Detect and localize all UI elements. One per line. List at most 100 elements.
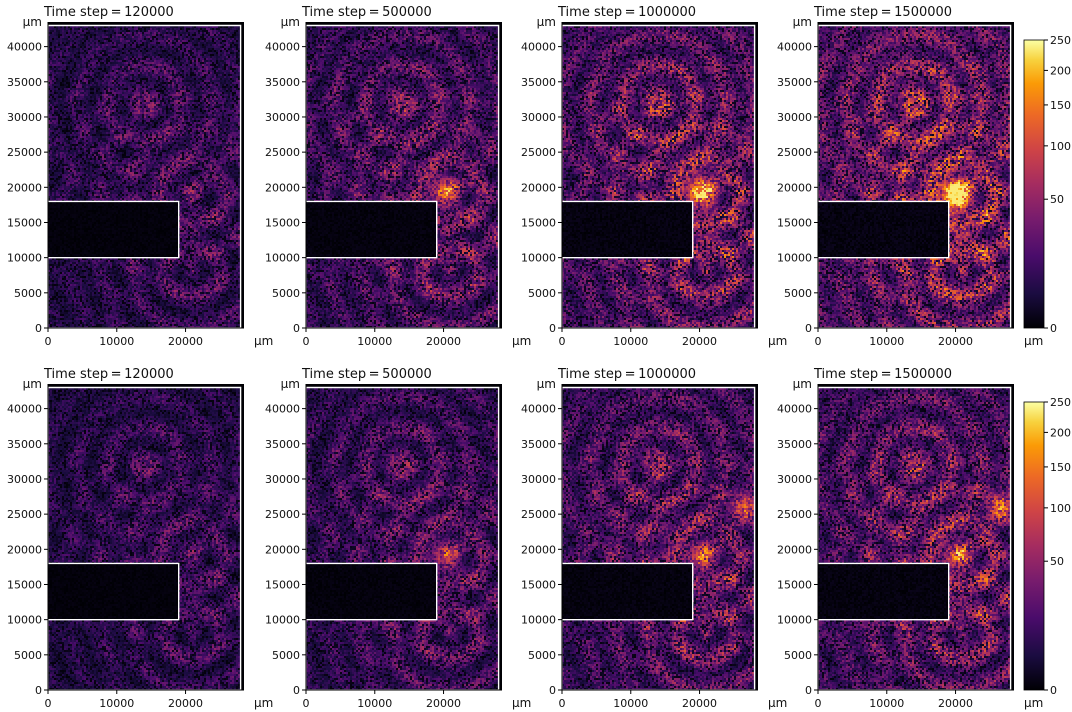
heatmap-image <box>48 22 244 328</box>
x-tick-label: 20000 <box>682 697 717 710</box>
heatmap-panel-r2c2: 0 5000 10000 15000 20000 25000 30000 35000 40000… <box>265 367 531 710</box>
y-tick-label: 0 <box>549 684 556 697</box>
panel-title: Time step = 1500000 <box>813 367 952 382</box>
heatmap-panel-r2c3: 0 5000 10000 15000 20000 25000 30000 35000 40000… <box>521 367 787 710</box>
y-axis-unit: μm <box>793 15 812 29</box>
heatmap-panel-r1c4: 0 5000 10000 15000 20000 25000 30000 35000 40000… <box>777 5 1043 348</box>
y-tick-label: 25000 <box>7 508 42 521</box>
y-tick-label: 40000 <box>777 403 812 416</box>
y-tick-label: 5000 <box>528 649 556 662</box>
x-axis-unit: μm <box>768 334 787 348</box>
panel-title: Time step = 1000000 <box>557 367 696 382</box>
y-tick-label: 25000 <box>265 508 300 521</box>
x-tick-label: 0 <box>45 335 52 348</box>
y-tick-label: 30000 <box>7 111 42 124</box>
y-tick-label: 20000 <box>777 543 812 556</box>
y-tick-label: 15000 <box>265 216 300 229</box>
x-tick-label: 10000 <box>613 335 648 348</box>
y-tick-label: 15000 <box>7 216 42 229</box>
x-tick-label: 0 <box>815 335 822 348</box>
panel-title: Time step = 500000 <box>301 367 432 382</box>
y-tick-label: 20000 <box>521 181 556 194</box>
x-tick-label: 0 <box>559 335 566 348</box>
x-axis-unit: μm <box>1024 696 1043 710</box>
heatmap-image <box>818 22 1014 328</box>
y-tick-label: 5000 <box>272 649 300 662</box>
panel-title: Time step = 1500000 <box>813 5 952 20</box>
heatmap-image <box>818 384 1014 690</box>
y-tick-label: 0 <box>293 322 300 335</box>
y-tick-label: 10000 <box>521 252 556 265</box>
heatmap-panel-r2c4: 0 5000 10000 15000 20000 25000 30000 35000 40000… <box>777 367 1043 710</box>
x-tick-label: 0 <box>559 697 566 710</box>
y-tick-label: 35000 <box>777 438 812 451</box>
y-tick-label: 35000 <box>265 76 300 89</box>
x-tick-label: 20000 <box>938 697 973 710</box>
x-tick-label: 20000 <box>938 335 973 348</box>
y-tick-label: 0 <box>805 322 812 335</box>
y-tick-label: 20000 <box>7 543 42 556</box>
y-tick-label: 40000 <box>7 41 42 54</box>
y-tick-label: 40000 <box>521 41 556 54</box>
x-tick-label: 20000 <box>168 697 203 710</box>
y-tick-label: 5000 <box>14 649 42 662</box>
y-tick-label: 0 <box>293 684 300 697</box>
y-tick-label: 10000 <box>7 614 42 627</box>
x-tick-label: 10000 <box>357 697 392 710</box>
y-tick-label: 10000 <box>777 614 812 627</box>
y-tick-label: 35000 <box>7 76 42 89</box>
heatmap-image <box>562 22 758 328</box>
colorbar-tick-label: 250 <box>1050 396 1071 409</box>
colorbar-tick-label: 250 <box>1050 34 1071 47</box>
y-tick-label: 0 <box>35 684 42 697</box>
y-tick-label: 20000 <box>521 543 556 556</box>
y-tick-label: 10000 <box>265 614 300 627</box>
colorbar-row1: 0 50 100 150 200 250 <box>1023 34 1071 335</box>
y-tick-label: 20000 <box>777 181 812 194</box>
y-tick-label: 20000 <box>265 543 300 556</box>
x-axis-unit: μm <box>254 696 273 710</box>
y-tick-label: 30000 <box>265 111 300 124</box>
y-tick-label: 10000 <box>7 252 42 265</box>
y-tick-label: 15000 <box>777 578 812 591</box>
x-tick-label: 0 <box>45 697 52 710</box>
y-tick-label: 15000 <box>521 216 556 229</box>
y-tick-label: 40000 <box>7 403 42 416</box>
y-tick-label: 10000 <box>265 252 300 265</box>
y-tick-label: 15000 <box>777 216 812 229</box>
y-axis-unit: μm <box>793 377 812 391</box>
y-axis-unit: μm <box>281 15 300 29</box>
y-tick-label: 25000 <box>521 146 556 159</box>
colorbar-row2: 0 50 100 150 200 250 <box>1023 396 1071 697</box>
heatmap-image <box>306 384 502 690</box>
y-tick-label: 5000 <box>784 287 812 300</box>
colorbar-tick-label: 200 <box>1050 64 1071 77</box>
heatmap-image <box>562 384 758 690</box>
y-axis-unit: μm <box>537 15 556 29</box>
panel-title: Time step = 1000000 <box>557 5 696 20</box>
y-tick-label: 35000 <box>777 76 812 89</box>
x-tick-label: 0 <box>815 697 822 710</box>
y-tick-label: 0 <box>805 684 812 697</box>
heatmap-panel-r2c1: 0 5000 10000 15000 20000 25000 30000 35000 40000… <box>7 367 273 710</box>
y-tick-label: 40000 <box>521 403 556 416</box>
colorbar-gradient <box>1023 39 1045 329</box>
y-tick-label: 30000 <box>777 111 812 124</box>
heatmap-panel-r1c1: 0 5000 10000 15000 20000 25000 30000 35000 40000… <box>7 5 273 348</box>
colorbar-tick-label: 50 <box>1050 555 1064 568</box>
heatmap-image <box>48 384 244 690</box>
y-tick-label: 25000 <box>265 146 300 159</box>
y-tick-label: 10000 <box>777 252 812 265</box>
y-tick-label: 15000 <box>521 578 556 591</box>
x-tick-label: 10000 <box>99 697 134 710</box>
x-tick-label: 10000 <box>357 335 392 348</box>
x-tick-label: 10000 <box>869 335 904 348</box>
y-tick-label: 10000 <box>521 614 556 627</box>
x-tick-label: 20000 <box>168 335 203 348</box>
x-tick-label: 10000 <box>613 697 648 710</box>
panel-title: Time step = 120000 <box>43 5 174 20</box>
y-axis-unit: μm <box>23 15 42 29</box>
colorbar-tick-label: 100 <box>1050 502 1071 515</box>
y-tick-label: 30000 <box>521 473 556 486</box>
y-tick-label: 40000 <box>777 41 812 54</box>
